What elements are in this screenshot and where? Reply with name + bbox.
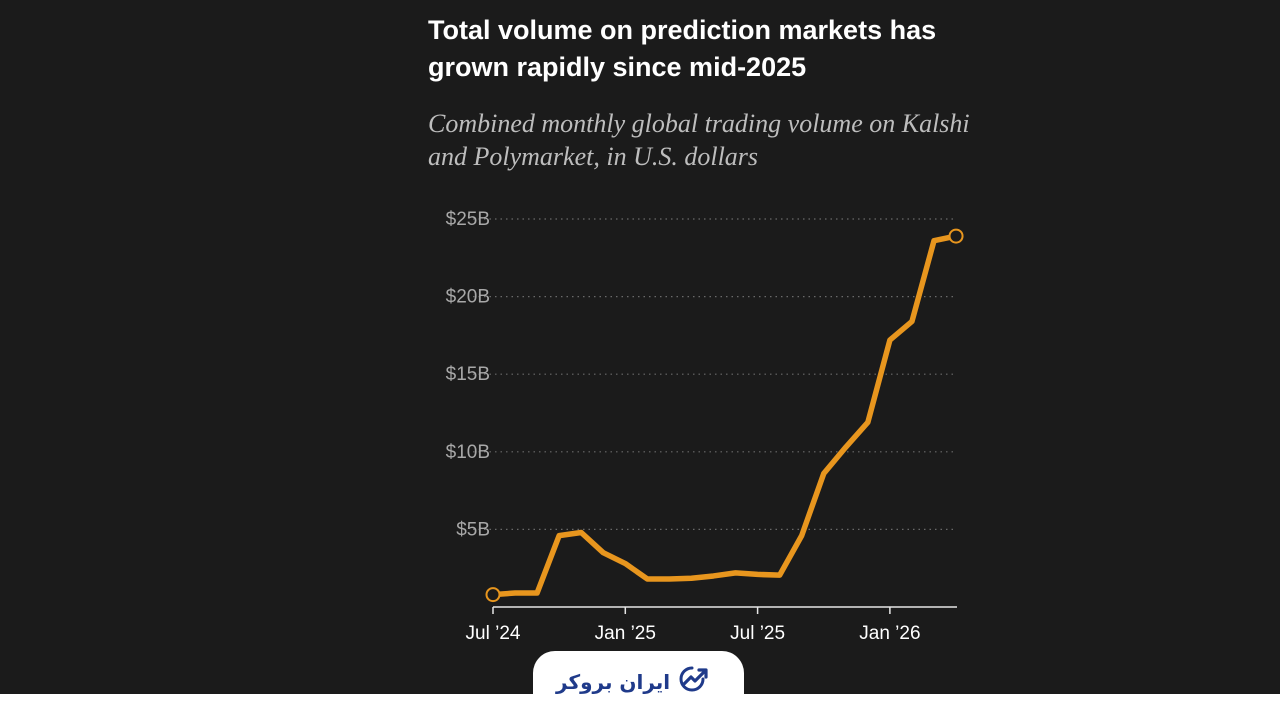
logo-tab — [533, 651, 744, 720]
series-line — [490, 233, 959, 598]
x-tick-label: Jul ’25 — [730, 623, 785, 644]
chart-subtitle: Combined monthly global trading volume o… — [428, 109, 970, 171]
y-tick-label: $25B — [446, 209, 490, 230]
series-start-point — [485, 587, 501, 603]
gridlines — [473, 218, 957, 531]
brand-logo[interactable]: ایران بروکر — [556, 664, 714, 699]
y-tick-label: $5B — [456, 519, 490, 540]
series-end-point — [948, 228, 964, 244]
x-axis: Jul ’24 Jan ’25 Jul ’25 Jan ’26 — [466, 606, 957, 644]
chart-title: Total volume on prediction markets has g… — [428, 15, 937, 82]
trend-arrow-icon — [678, 664, 714, 699]
brand-logo-text: ایران بروکر — [556, 669, 671, 694]
series-layer — [485, 228, 964, 603]
x-tick-label: Jan ’26 — [859, 623, 920, 644]
y-tick-label: $15B — [446, 364, 490, 385]
y-axis-ticks: $5B $10B $15B $20B $25B — [446, 209, 490, 540]
y-tick-label: $10B — [446, 442, 490, 463]
x-tick-label: Jan ’25 — [595, 623, 656, 644]
x-tick-label: Jul ’24 — [466, 623, 521, 644]
y-tick-label: $20B — [446, 287, 490, 308]
